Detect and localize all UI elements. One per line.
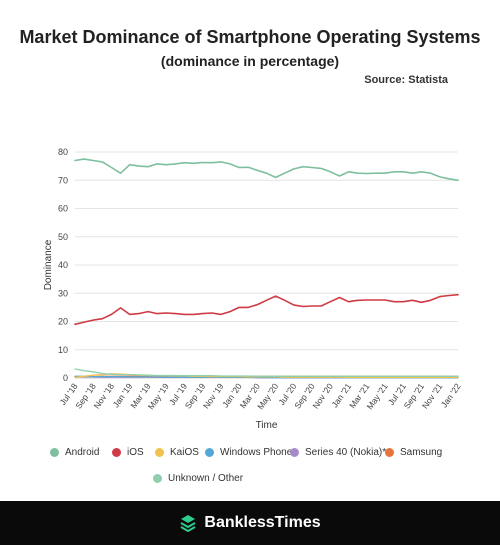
legend-swatch: [290, 448, 299, 457]
brand-logo[interactable]: BanklessTimes: [179, 514, 321, 532]
legend-swatch: [112, 448, 121, 457]
legend-label: Samsung: [400, 447, 443, 458]
legend-label: iOS: [127, 447, 144, 458]
legend-label: Unknown / Other: [168, 473, 244, 484]
legend-item[interactable]: Series 40 (Nokia)*: [290, 447, 386, 458]
brand-name: BanklessTimes: [204, 514, 321, 531]
legend-label: KaiOS: [170, 447, 199, 458]
series-line-android: [74, 158, 459, 182]
chart-subtitle: (dominance in percentage): [160, 53, 340, 69]
y-axis-title: Dominance: [43, 239, 54, 290]
legend-label: Android: [65, 447, 100, 458]
footer-bar: BanklessTimes: [0, 501, 500, 545]
x-axis-title: Time: [256, 420, 278, 431]
series-line-unknown-other: [74, 368, 459, 377]
y-tick-label: 30: [58, 288, 68, 298]
legend-label: Windows Phone: [220, 447, 293, 458]
legend-item[interactable]: iOS: [112, 447, 144, 458]
y-tick-label: 50: [58, 232, 68, 242]
brand-icon: [180, 515, 196, 532]
y-tick-label: 60: [58, 204, 68, 214]
legend-item[interactable]: KaiOS: [155, 447, 199, 458]
legend-item[interactable]: Unknown / Other: [153, 473, 243, 484]
y-tick-label: 0: [63, 373, 68, 383]
y-tick-label: 40: [58, 260, 68, 270]
legend-swatch: [205, 448, 214, 457]
source-label: Source: Statista: [364, 74, 448, 86]
series-line-ios: [74, 293, 459, 326]
legend-item[interactable]: Android: [50, 447, 99, 458]
legend-item[interactable]: Windows Phone: [205, 447, 292, 458]
y-tick-label: 80: [58, 147, 68, 157]
y-tick-label: 10: [58, 345, 68, 355]
legend-swatch: [155, 448, 164, 457]
y-tick-label: 70: [58, 175, 68, 185]
legend-item[interactable]: Samsung: [385, 447, 442, 458]
y-tick-label: 20: [58, 317, 68, 327]
legend-swatch: [385, 448, 394, 457]
chart-title: Market Dominance of Smartphone Operating…: [19, 27, 481, 47]
legend-swatch: [50, 448, 59, 457]
legend-label: Series 40 (Nokia)*: [305, 447, 387, 458]
x-tick-label: Jan '22: [439, 381, 463, 409]
legend-swatch: [153, 474, 162, 483]
